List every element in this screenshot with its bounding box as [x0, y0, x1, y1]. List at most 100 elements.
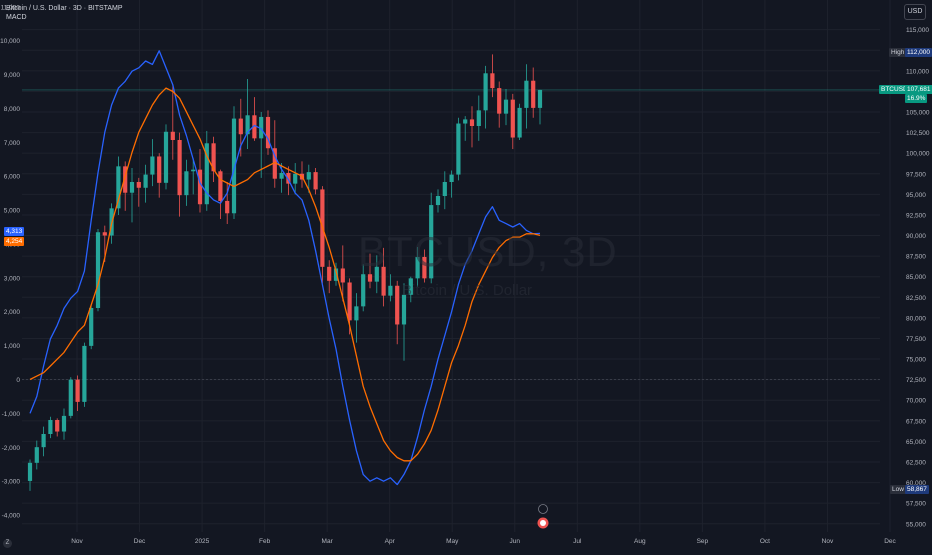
candle-body[interactable] [259, 116, 264, 139]
candle-body[interactable] [150, 156, 155, 175]
time-axis-label: 2025 [195, 538, 210, 545]
candle-body[interactable] [517, 107, 522, 138]
candle-body[interactable] [442, 182, 447, 196]
candle-body[interactable] [449, 174, 454, 182]
event-lightning-icon[interactable] [538, 504, 548, 514]
low-label-tag: Low [890, 485, 906, 494]
macd-value-tag: 4,313 [4, 227, 25, 236]
candle-body[interactable] [82, 345, 87, 402]
candle-body[interactable] [136, 182, 141, 188]
time-axis-label: Nov [71, 538, 83, 545]
candle-body[interactable] [143, 174, 148, 188]
candle-body[interactable] [537, 89, 543, 108]
candle-body[interactable] [48, 420, 53, 434]
candle-body[interactable] [456, 123, 461, 175]
candle-body[interactable] [68, 379, 73, 416]
candle-body[interactable] [361, 274, 366, 307]
candle-body[interactable] [191, 169, 196, 172]
candle-body[interactable] [490, 73, 495, 89]
candle-body[interactable] [272, 148, 277, 179]
candle-body[interactable] [123, 166, 128, 193]
candle-body[interactable] [435, 196, 441, 206]
candle-body[interactable] [157, 156, 162, 183]
candle-body[interactable] [388, 285, 393, 296]
candle-body[interactable] [313, 172, 318, 190]
candle-body[interactable] [238, 118, 243, 135]
candle-body[interactable] [503, 99, 509, 114]
candle-body[interactable] [422, 256, 427, 279]
candle-body[interactable] [163, 131, 169, 183]
candle-body[interactable] [367, 274, 373, 282]
candle-body[interactable] [204, 143, 209, 205]
candle-body[interactable] [476, 110, 481, 126]
watermark-symbol: BTCUSD, 3D [358, 228, 618, 275]
candle-body[interactable] [327, 266, 332, 281]
candle-body[interactable] [95, 232, 101, 308]
candle-body[interactable] [211, 143, 216, 172]
candle-body[interactable] [89, 308, 94, 346]
candle-body[interactable] [184, 171, 189, 196]
time-axis-label: Nov [822, 538, 834, 545]
legend-symbol-line[interactable]: Bitcoin / U.S. Dollar · 3D · BITSTAMP [6, 5, 123, 12]
high-label-tag: High [889, 48, 907, 57]
candle-body[interactable] [333, 268, 339, 281]
legend-indicator[interactable]: MACD [6, 14, 27, 21]
candle-body[interactable] [497, 88, 502, 114]
candle-body[interactable] [347, 282, 352, 321]
macd-line [29, 50, 541, 486]
macd-axis-label: 9,000 [4, 72, 21, 79]
candle-body[interactable] [401, 294, 407, 325]
price-axis-label: 105,000 [906, 110, 930, 117]
price-axis-label: 97,500 [906, 171, 926, 178]
candle-body[interactable] [170, 131, 175, 140]
candle-body[interactable] [252, 115, 257, 139]
macd-axis-label: 3,000 [4, 275, 21, 282]
candle-body[interactable] [102, 232, 107, 236]
candle-body[interactable] [463, 119, 468, 124]
candle-body[interactable] [231, 118, 237, 214]
candle-body[interactable] [265, 116, 271, 149]
candle-body[interactable] [306, 172, 311, 180]
candle-body[interactable] [429, 205, 434, 279]
candle-body[interactable] [531, 80, 536, 108]
candle-body[interactable] [116, 166, 121, 209]
candle-body[interactable] [75, 379, 80, 402]
candle-body[interactable] [225, 200, 230, 214]
candle-body[interactable] [395, 285, 400, 325]
candle-body[interactable] [286, 172, 291, 184]
macd-axis-label: 0 [16, 377, 20, 384]
candle-body[interactable] [245, 115, 250, 135]
candle-body[interactable] [293, 173, 298, 184]
candle-body[interactable] [408, 278, 413, 295]
macd-axis-label: 6,000 [4, 174, 21, 181]
time-axis-label: Feb [259, 538, 271, 545]
candle-body[interactable] [381, 266, 386, 296]
candle-body[interactable] [279, 172, 284, 179]
goto-settings-button[interactable]: Z [3, 539, 12, 548]
signal-value-tag: 4,254 [4, 237, 25, 246]
candle-body[interactable] [129, 182, 135, 193]
candle-body[interactable] [354, 306, 359, 321]
candle-body[interactable] [483, 73, 488, 111]
candle-body[interactable] [374, 266, 379, 282]
candle-body[interactable] [55, 420, 60, 432]
macd-axis-label: 2,000 [4, 309, 21, 316]
candle-body[interactable] [34, 447, 39, 463]
candle-body[interactable] [415, 256, 420, 279]
time-axis-label: Oct [760, 538, 770, 545]
candle-body[interactable] [61, 415, 67, 432]
candle-body[interactable] [510, 99, 515, 138]
macd-axis-label: 1,000 [4, 343, 21, 350]
candle-body[interactable] [41, 434, 46, 448]
candle-body[interactable] [197, 169, 203, 205]
candle-body[interactable] [27, 462, 33, 481]
last-price: 107,681 [907, 86, 931, 93]
candle-body[interactable] [218, 171, 223, 201]
candle-body[interactable] [524, 80, 529, 108]
candle-body[interactable] [469, 119, 475, 126]
candle-body[interactable] [177, 140, 182, 196]
currency-button[interactable]: USD [904, 4, 926, 20]
candle-body[interactable] [340, 268, 345, 283]
